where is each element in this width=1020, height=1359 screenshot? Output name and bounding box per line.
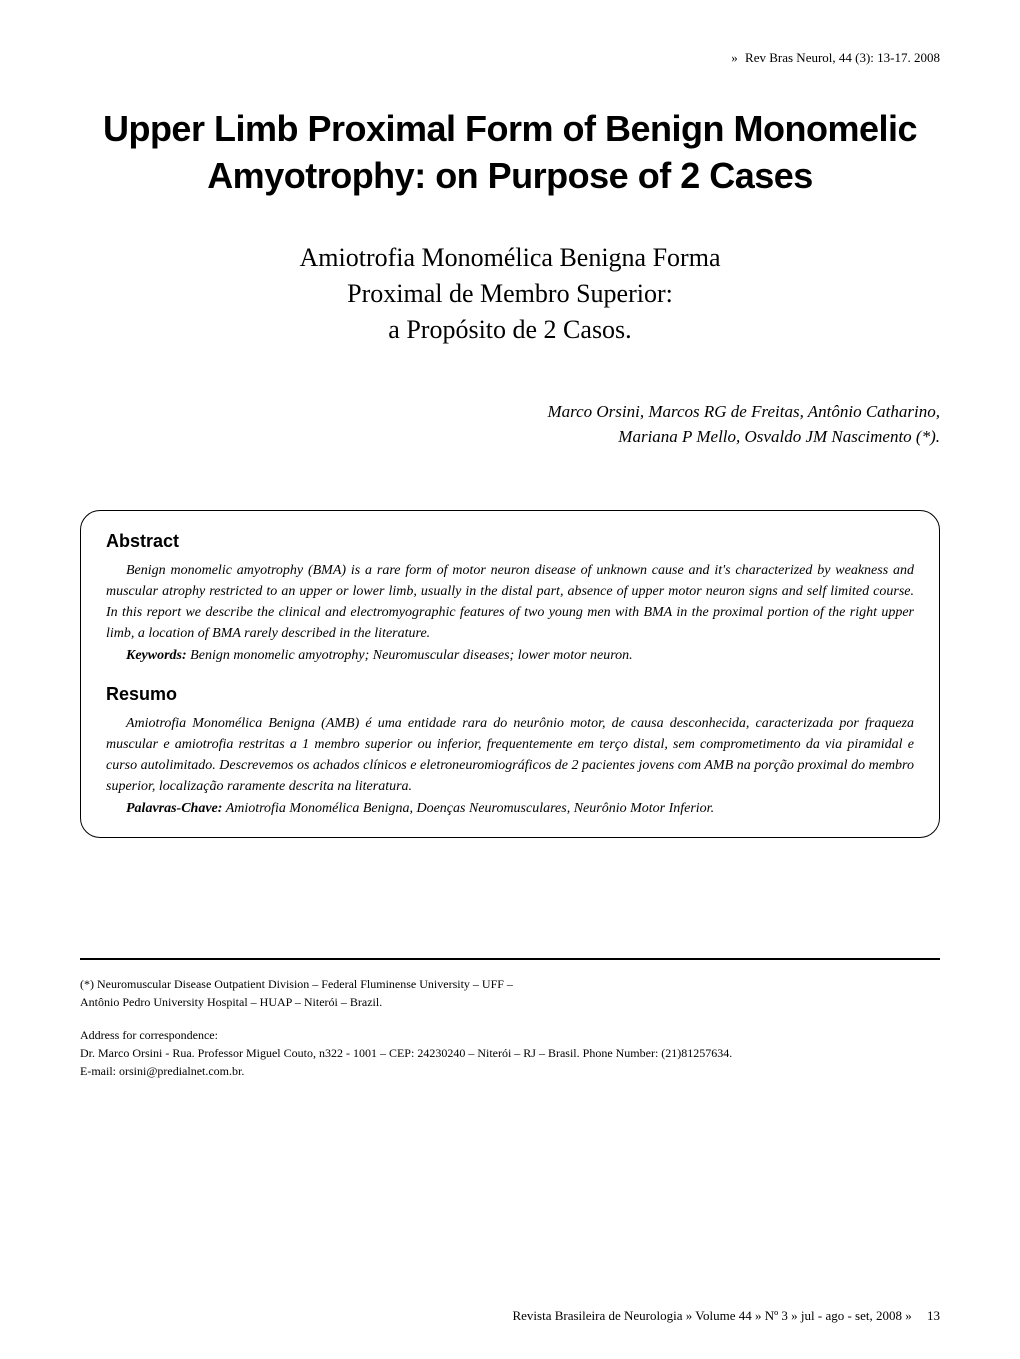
- subtitle-line-2: Proximal de Membro Superior:: [80, 276, 940, 312]
- subtitle-line-1: Amiotrofia Monomélica Benigna Forma: [80, 240, 940, 276]
- correspondence-line-2: E-mail: orsini@predialnet.com.br.: [80, 1062, 940, 1080]
- keywords-label: Keywords:: [126, 648, 187, 663]
- correspondence-line-1: Dr. Marco Orsini - Rua. Professor Miguel…: [80, 1044, 940, 1062]
- subtitle-line-3: a Propósito de 2 Casos.: [80, 312, 940, 348]
- footer-volume: Volume 44: [695, 1308, 751, 1323]
- abstract-body: Benign monomelic amyotrophy (BMA) is a r…: [106, 560, 914, 644]
- resumo-section: Resumo Amiotrofia Monomélica Benigna (AM…: [106, 684, 914, 817]
- footer-date: jul - ago - set, 2008: [801, 1308, 902, 1323]
- abstract-box: Abstract Benign monomelic amyotrophy (BM…: [80, 510, 940, 838]
- correspondence-block: Address for correspondence: Dr. Marco Or…: [80, 1026, 940, 1080]
- affiliation-line-1: (*) Neuromuscular Disease Outpatient Div…: [80, 975, 940, 993]
- header-citation: » Rev Bras Neurol, 44 (3): 13-17. 2008: [80, 50, 940, 66]
- keywords-text: Benign monomelic amyotrophy; Neuromuscul…: [190, 648, 633, 663]
- abstract-keywords: Keywords: Benign monomelic amyotrophy; N…: [106, 648, 914, 664]
- abstract-heading: Abstract: [106, 531, 914, 552]
- article-title: Upper Limb Proximal Form of Benign Monom…: [80, 106, 940, 200]
- arrow-icon: »: [905, 1308, 915, 1323]
- resumo-body: Amiotrofia Monomélica Benigna (AMB) é um…: [106, 713, 914, 797]
- page-number: 13: [927, 1308, 940, 1323]
- affiliation-line-2: Antônio Pedro University Hospital – HUAP…: [80, 993, 940, 1011]
- resumo-keywords: Palavras-Chave: Amiotrofia Monomélica Be…: [106, 801, 914, 817]
- palavras-chave-text: Amiotrofia Monomélica Benigna, Doenças N…: [226, 801, 714, 816]
- authors-block: Marco Orsini, Marcos RG de Freitas, Antô…: [80, 399, 940, 450]
- abstract-section: Abstract Benign monomelic amyotrophy (BM…: [106, 531, 914, 664]
- authors-line-1: Marco Orsini, Marcos RG de Freitas, Antô…: [80, 399, 940, 425]
- arrow-icon: »: [755, 1308, 765, 1323]
- footer-divider: [80, 958, 940, 960]
- arrow-icon: »: [686, 1308, 696, 1323]
- correspondence-heading: Address for correspondence:: [80, 1026, 940, 1044]
- arrow-icon: »: [791, 1308, 801, 1323]
- page-footer: Revista Brasileira de Neurologia » Volum…: [80, 1308, 940, 1324]
- resumo-heading: Resumo: [106, 684, 914, 705]
- article-subtitle: Amiotrofia Monomélica Benigna Forma Prox…: [80, 240, 940, 349]
- authors-line-2: Mariana P Mello, Osvaldo JM Nascimento (…: [80, 424, 940, 450]
- arrow-icon: »: [731, 50, 738, 66]
- citation-text: Rev Bras Neurol, 44 (3): 13-17. 2008: [745, 50, 940, 65]
- palavras-chave-label: Palavras-Chave:: [126, 801, 222, 816]
- affiliation-block: (*) Neuromuscular Disease Outpatient Div…: [80, 975, 940, 1011]
- footer-issue: Nº 3: [765, 1308, 788, 1323]
- footer-journal: Revista Brasileira de Neurologia: [512, 1308, 682, 1323]
